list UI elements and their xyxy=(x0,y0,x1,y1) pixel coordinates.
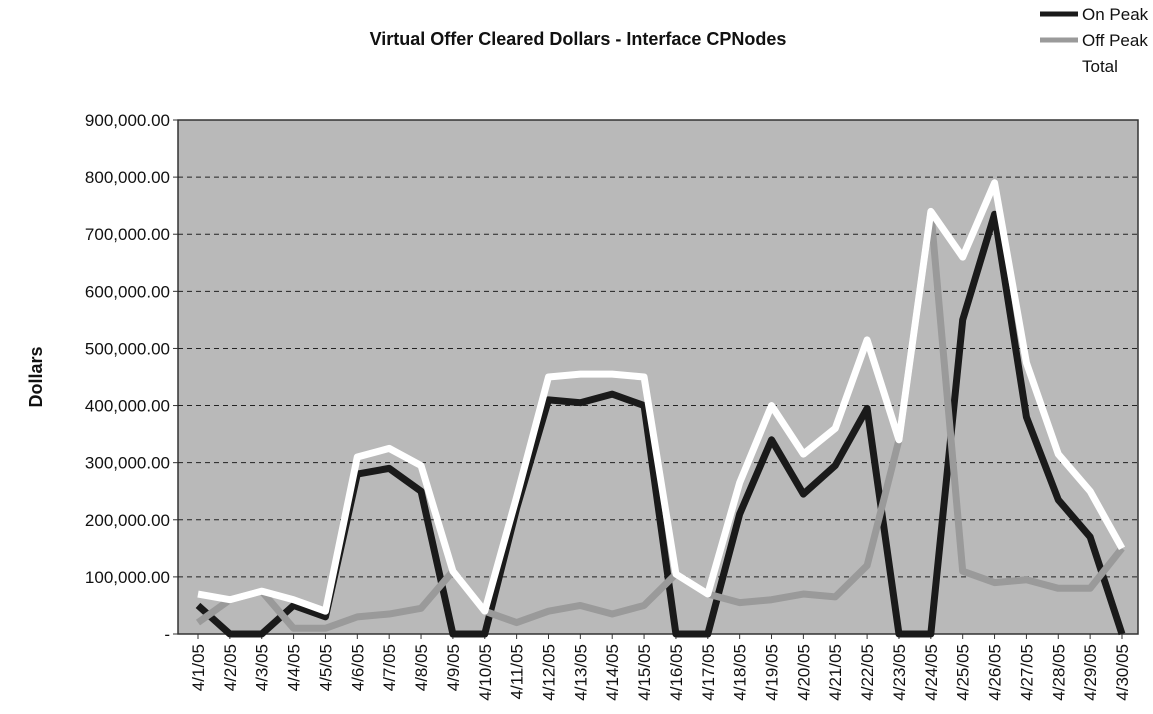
y-tick-label: 900,000.00 xyxy=(85,111,170,130)
y-tick-label: 800,000.00 xyxy=(85,168,170,187)
y-tick-label: 500,000.00 xyxy=(85,339,170,358)
legend-label: Total xyxy=(1082,57,1118,76)
legend-label: On Peak xyxy=(1082,5,1149,24)
x-tick-label: 4/7/05 xyxy=(380,644,399,691)
y-tick-label: 700,000.00 xyxy=(85,225,170,244)
x-tick-label: 4/6/05 xyxy=(348,644,367,691)
x-tick-label: 4/17/05 xyxy=(699,644,718,701)
y-tick-label: 200,000.00 xyxy=(85,511,170,530)
x-tick-label: 4/12/05 xyxy=(539,644,558,701)
x-tick-label: 4/26/05 xyxy=(986,644,1005,701)
series-line xyxy=(195,207,1125,632)
x-tick-label: 4/8/05 xyxy=(412,644,431,691)
y-tick-label: 300,000.00 xyxy=(85,454,170,473)
x-tick-label: 4/15/05 xyxy=(635,644,654,701)
legend-label: Off Peak xyxy=(1082,31,1148,50)
x-tick-label: 4/23/05 xyxy=(890,644,909,701)
x-tick-label: 4/13/05 xyxy=(571,644,590,701)
y-tick-label: 400,000.00 xyxy=(85,397,170,416)
x-tick-label: 4/27/05 xyxy=(1017,644,1036,701)
y-axis-title: Dollars xyxy=(26,346,46,407)
x-tick-label: 4/20/05 xyxy=(794,644,813,701)
y-tick-label: 100,000.00 xyxy=(85,568,170,587)
x-tick-label: 4/3/05 xyxy=(253,644,272,691)
x-tick-label: 4/19/05 xyxy=(763,644,782,701)
series-line xyxy=(197,179,1126,615)
chart-title: Virtual Offer Cleared Dollars - Interfac… xyxy=(370,29,787,49)
x-tick-label: 4/18/05 xyxy=(731,644,750,701)
x-tick-label: 4/11/05 xyxy=(508,644,527,699)
y-tick-label: 600,000.00 xyxy=(85,282,170,301)
x-tick-label: 4/9/05 xyxy=(444,644,463,691)
y-tick-label: - xyxy=(164,625,170,644)
x-tick-label: 4/22/05 xyxy=(858,644,877,701)
x-tick-label: 4/28/05 xyxy=(1049,644,1068,701)
x-tick-label: 4/30/05 xyxy=(1113,644,1132,701)
x-tick-label: 4/24/05 xyxy=(922,644,941,701)
x-tick-label: 4/16/05 xyxy=(667,644,686,701)
x-tick-label: 4/21/05 xyxy=(826,644,845,701)
x-tick-label: 4/2/05 xyxy=(221,644,240,691)
x-tick-label: 4/10/05 xyxy=(476,644,495,701)
x-tick-label: 4/14/05 xyxy=(603,644,622,701)
x-tick-label: 4/25/05 xyxy=(954,644,973,701)
x-tick-label: 4/4/05 xyxy=(285,644,304,691)
x-tick-label: 4/5/05 xyxy=(316,644,335,691)
x-tick-label: 4/29/05 xyxy=(1081,644,1100,701)
x-tick-label: 4/1/05 xyxy=(189,644,208,691)
